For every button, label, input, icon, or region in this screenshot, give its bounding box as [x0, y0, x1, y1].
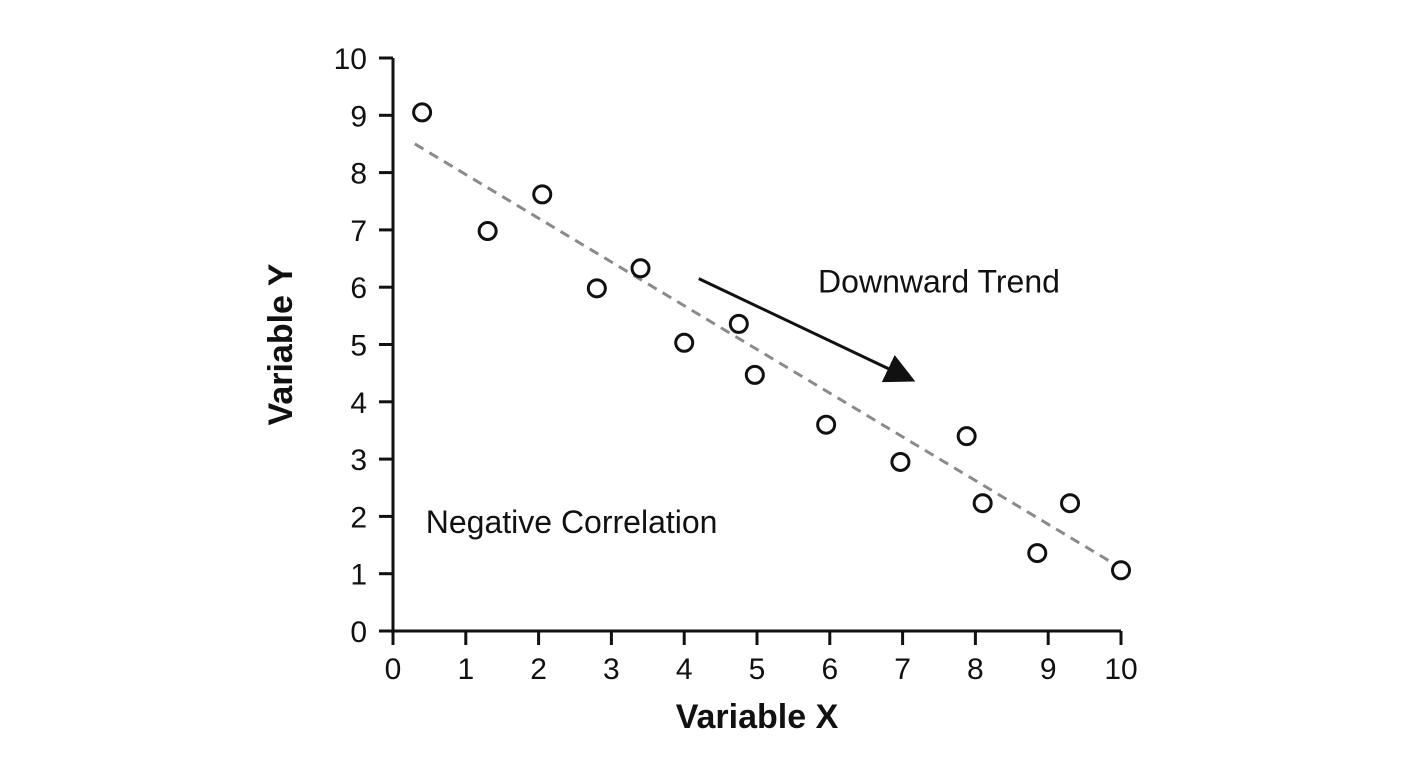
x-tick-label: 9 — [1040, 653, 1057, 686]
data-point — [890, 451, 911, 472]
data-points — [412, 102, 1131, 581]
trendline — [414, 142, 1122, 570]
data-point — [412, 102, 433, 123]
y-ticks: 0 1 2 3 4 5 6 7 8 9 10 — [334, 43, 393, 649]
x-tick-label: 4 — [676, 653, 693, 686]
y-tick-label: 3 — [350, 444, 367, 477]
x-axis-title: Variable X — [676, 698, 839, 736]
x-tick-label: 7 — [894, 653, 911, 686]
data-point — [630, 258, 651, 279]
data-point — [816, 414, 837, 435]
y-tick-label: 6 — [350, 272, 367, 305]
data-point — [477, 221, 498, 242]
x-tick-label: 6 — [821, 653, 838, 686]
data-point — [532, 184, 553, 205]
correlation-annotation-label: Negative Correlation — [426, 504, 718, 540]
data-point — [744, 364, 765, 385]
y-tick-label: 10 — [334, 43, 367, 76]
y-tick-label: 7 — [350, 215, 367, 248]
y-axis-title: Variable Y — [262, 263, 300, 425]
y-tick-label: 1 — [350, 559, 367, 592]
x-tick-label: 0 — [385, 653, 402, 686]
y-tick-label: 4 — [350, 387, 367, 420]
x-tick-label: 5 — [749, 653, 766, 686]
x-tick-label: 10 — [1104, 653, 1137, 686]
y-tick-label: 9 — [350, 100, 367, 133]
x-ticks: 0 1 2 3 4 5 6 7 8 9 10 — [385, 631, 1138, 686]
trend-arrow — [698, 277, 916, 383]
data-point — [1111, 560, 1131, 581]
x-tick-label: 3 — [603, 653, 620, 686]
axes — [391, 58, 1121, 633]
data-point — [956, 426, 977, 447]
data-point — [586, 278, 607, 299]
data-point — [972, 493, 993, 514]
x-tick-label: 1 — [457, 653, 474, 686]
data-point — [728, 313, 749, 334]
trend-annotation-label: Downward Trend — [818, 263, 1060, 299]
annotations: Downward Trend Negative Correlation — [426, 263, 1060, 540]
y-tick-label: 0 — [350, 616, 367, 649]
x-tick-label: 8 — [967, 653, 984, 686]
y-tick-label: 2 — [350, 501, 367, 534]
y-tick-label: 8 — [350, 158, 367, 191]
data-point — [674, 332, 695, 353]
y-tick-label: 5 — [350, 330, 367, 363]
x-tick-label: 2 — [530, 653, 547, 686]
data-point — [1027, 543, 1048, 564]
data-point — [1060, 493, 1081, 514]
